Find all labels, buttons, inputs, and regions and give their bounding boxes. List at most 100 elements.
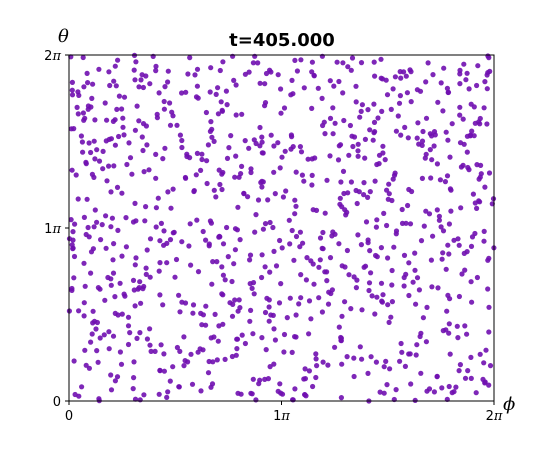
- scatter-point: [429, 157, 435, 163]
- scatter-point: [486, 304, 492, 310]
- scatter-point: [477, 199, 483, 205]
- scatter-point: [223, 88, 229, 94]
- scatter-point: [123, 244, 129, 250]
- scatter-point: [94, 348, 100, 354]
- scatter-point: [231, 77, 237, 83]
- scatter-point: [277, 165, 283, 171]
- scatter-point: [190, 302, 197, 308]
- scatter-point: [365, 240, 371, 246]
- scatter-point: [419, 142, 425, 148]
- scatter-point: [250, 331, 256, 337]
- scatter-point: [430, 233, 436, 239]
- scatter-point: [298, 272, 304, 278]
- scatter-point: [161, 228, 167, 234]
- scatter-point: [81, 214, 87, 220]
- scatter-point: [199, 151, 205, 157]
- scatter-point: [446, 221, 452, 227]
- scatter-point: [426, 386, 433, 392]
- points-layer: [66, 52, 497, 404]
- ticks-layer: 0 1π 2π 0 1π 2π: [44, 49, 503, 424]
- scatter-point: [110, 118, 116, 124]
- scatter-point: [215, 85, 221, 91]
- scatter-point: [206, 243, 212, 249]
- scatter-point: [211, 187, 217, 193]
- scatter-point: [106, 69, 112, 75]
- scatter-point: [112, 294, 118, 300]
- scatter-point: [392, 74, 398, 80]
- scatter-point: [459, 271, 465, 277]
- scatter-point: [401, 283, 407, 289]
- scatter-point: [287, 241, 293, 247]
- scatter-point: [451, 389, 457, 395]
- scatter-point: [249, 285, 255, 291]
- scatter-point: [95, 359, 101, 365]
- scatter-point: [108, 372, 114, 378]
- scatter-point: [384, 187, 390, 193]
- scatter-point: [85, 80, 91, 86]
- scatter-point: [313, 356, 319, 362]
- scatter-point: [310, 383, 316, 390]
- scatter-point: [90, 246, 96, 252]
- scatter-point: [302, 376, 308, 382]
- scatter-point: [430, 72, 436, 78]
- scatter-point: [416, 287, 422, 293]
- scatter-point: [259, 184, 265, 190]
- scatter-point: [357, 114, 363, 120]
- scatter-point: [172, 274, 178, 280]
- scatter-point: [389, 299, 395, 305]
- scatter-point: [143, 123, 149, 129]
- scatter-point: [131, 375, 137, 381]
- scatter-point: [205, 370, 212, 376]
- scatter-point: [164, 240, 170, 246]
- y-tick-label: 2π: [44, 49, 61, 64]
- scatter-point: [248, 307, 254, 313]
- scatter-point: [371, 59, 377, 65]
- scatter-point: [290, 144, 296, 150]
- scatter-point: [359, 102, 365, 108]
- scatter-point: [423, 79, 429, 85]
- scatter-point: [420, 315, 426, 321]
- scatter-point: [69, 285, 75, 292]
- scatter-point: [292, 211, 298, 217]
- scatter-point: [114, 184, 121, 190]
- scatter-point: [457, 67, 463, 73]
- scatter-point: [220, 241, 227, 247]
- scatter-point: [332, 344, 338, 350]
- scatter-point: [233, 112, 239, 118]
- scatter-point: [130, 386, 136, 392]
- scatter-point: [155, 195, 161, 201]
- scatter-point: [132, 200, 138, 206]
- scatter-point: [203, 109, 209, 116]
- scatter-point: [420, 128, 426, 135]
- scatter-point: [250, 280, 257, 286]
- scatter-point: [213, 194, 219, 200]
- scatter-point: [404, 90, 410, 96]
- scatter-point: [185, 359, 191, 365]
- scatter-point: [399, 349, 405, 355]
- scatter-point: [68, 217, 74, 223]
- scatter-point: [444, 85, 450, 91]
- scatter-point: [330, 131, 336, 137]
- scatter-point: [339, 361, 345, 367]
- scatter-point: [424, 304, 430, 310]
- scatter-point: [247, 318, 253, 324]
- scatter-point: [468, 354, 474, 360]
- scatter-point: [401, 252, 408, 258]
- scatter-point: [359, 356, 365, 362]
- scatter-point: [253, 397, 259, 403]
- scatter-point: [80, 110, 86, 116]
- scatter-point: [225, 254, 231, 260]
- scatter-point: [95, 285, 101, 291]
- scatter-point: [111, 78, 117, 84]
- scatter-point: [156, 391, 162, 397]
- scatter-point: [287, 295, 293, 301]
- scatter-point: [407, 351, 413, 357]
- scatter-point: [327, 115, 334, 121]
- scatter-point: [455, 236, 461, 242]
- scatter-point: [440, 228, 447, 234]
- scatter-point: [78, 133, 84, 139]
- scatter-point: [259, 335, 265, 341]
- scatter-point: [120, 115, 126, 121]
- scatter-point: [309, 69, 315, 75]
- scatter-point: [177, 132, 183, 138]
